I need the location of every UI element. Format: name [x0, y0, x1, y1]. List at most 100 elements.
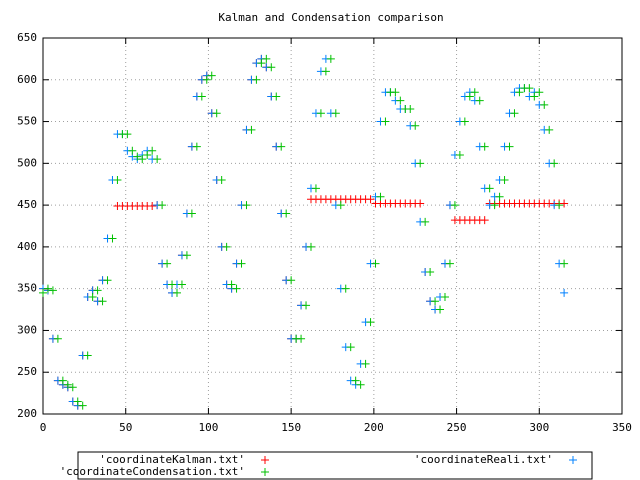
x-tick-label: 300 [529, 421, 549, 434]
point [416, 199, 425, 208]
point [297, 334, 306, 343]
point [530, 92, 539, 101]
point [138, 155, 147, 164]
point [311, 184, 320, 193]
point [440, 293, 449, 302]
point [282, 209, 291, 218]
point [525, 84, 534, 93]
point [545, 125, 554, 134]
point [450, 201, 459, 210]
point [128, 146, 137, 155]
point [257, 59, 266, 68]
point [272, 92, 281, 101]
point [212, 109, 221, 118]
point [202, 75, 211, 84]
y-tick-label: 200 [17, 407, 37, 420]
point [560, 288, 569, 297]
point [331, 109, 340, 118]
point [88, 293, 97, 302]
point [480, 216, 489, 225]
point [341, 284, 350, 293]
point [73, 397, 82, 406]
point [48, 286, 57, 295]
point [426, 267, 435, 276]
point [252, 75, 261, 84]
y-tick-label: 650 [17, 31, 37, 44]
y-tick-label: 500 [17, 156, 37, 169]
point [182, 251, 191, 260]
point [336, 201, 345, 210]
y-tick-label: 450 [17, 198, 37, 211]
x-tick-label: 150 [281, 421, 301, 434]
point [78, 401, 87, 410]
point [321, 67, 330, 76]
point [510, 109, 519, 118]
point [306, 242, 315, 251]
point [58, 376, 67, 385]
point [356, 380, 365, 389]
point [411, 121, 420, 130]
point [436, 305, 445, 314]
point [540, 100, 549, 109]
x-tick-label: 250 [447, 421, 467, 434]
point [113, 176, 122, 185]
point [490, 201, 499, 210]
x-tick-label: 50 [119, 421, 132, 434]
legend-marker [261, 456, 269, 464]
y-tick-label: 300 [17, 323, 37, 336]
point [455, 150, 464, 159]
point [143, 150, 152, 159]
point [227, 280, 236, 289]
point [495, 192, 504, 201]
point [187, 209, 196, 218]
x-tick-label: 0 [40, 421, 47, 434]
point [376, 192, 385, 201]
y-tick-label: 550 [17, 115, 37, 128]
legend-marker [569, 456, 577, 464]
legend-label: 'coordinateKalman.txt' [99, 453, 245, 466]
x-tick-label: 100 [198, 421, 218, 434]
point [158, 201, 167, 210]
point [242, 201, 251, 210]
legend-box [77, 451, 593, 480]
point [445, 259, 454, 268]
point [416, 159, 425, 168]
point [237, 259, 246, 268]
point [351, 376, 360, 385]
x-tick-label: 350 [612, 421, 632, 434]
point [475, 96, 484, 105]
y-tick-label: 600 [17, 73, 37, 86]
y-tick-label: 350 [17, 282, 37, 295]
point [515, 88, 524, 97]
point [366, 195, 375, 204]
point [68, 383, 77, 392]
point [153, 155, 162, 164]
point [277, 142, 286, 151]
point [500, 176, 509, 185]
point [381, 117, 390, 126]
point [108, 234, 117, 243]
legend-label: 'coordinateCondensation.txt' [60, 465, 245, 478]
point [560, 259, 569, 268]
point [217, 176, 226, 185]
point [485, 184, 494, 193]
point [148, 146, 157, 155]
point [406, 105, 415, 114]
point [148, 201, 157, 210]
point [177, 280, 186, 289]
point [470, 88, 479, 97]
point [207, 71, 216, 80]
point [247, 125, 256, 134]
point [460, 117, 469, 126]
point [366, 318, 375, 327]
point [93, 286, 102, 295]
point [560, 199, 569, 208]
point [555, 201, 564, 210]
point [43, 284, 52, 293]
y-tick-label: 250 [17, 365, 37, 378]
point [391, 88, 400, 97]
point [192, 142, 201, 151]
point [98, 297, 107, 306]
point [396, 96, 405, 105]
